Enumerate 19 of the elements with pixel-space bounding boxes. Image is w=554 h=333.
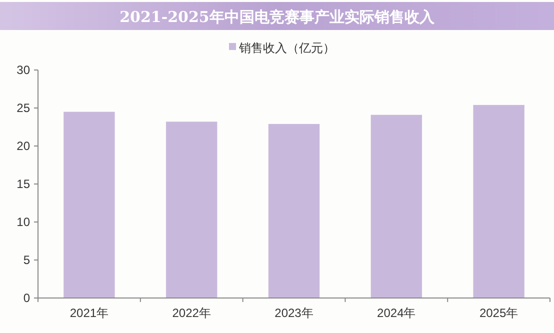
bar (473, 104, 524, 298)
legend-label: 销售收入（亿元） (238, 41, 335, 55)
y-tick-label: 5 (23, 253, 30, 267)
y-tick-label: 20 (16, 139, 30, 153)
bar (268, 124, 320, 298)
x-tick-label: 2025年 (479, 306, 518, 320)
y-tick-label: 30 (16, 63, 30, 77)
bar (64, 112, 115, 298)
x-tick-label: 2024年 (377, 306, 416, 320)
bar (166, 122, 218, 298)
chart-title: 2021-2025年中国电竞赛事产业实际销售收入 (120, 8, 436, 26)
x-tick-label: 2022年 (172, 306, 211, 320)
y-tick-label: 25 (16, 101, 30, 115)
y-tick-label: 15 (16, 177, 30, 191)
y-tick-label: 10 (16, 215, 30, 229)
x-tick-label: 2023年 (274, 306, 314, 320)
bar (370, 114, 422, 298)
y-tick-label: 0 (23, 291, 30, 305)
x-tick-label: 2021年 (70, 306, 109, 320)
